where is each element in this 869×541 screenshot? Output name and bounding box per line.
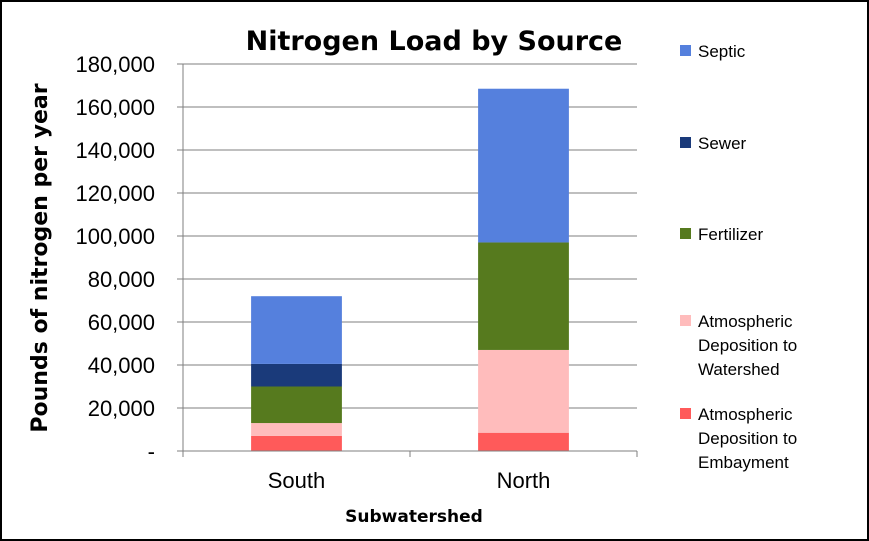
x-tick-labels: South North <box>268 468 551 493</box>
y-tick-label: 160,000 <box>75 95 155 120</box>
bar-segment <box>251 435 342 451</box>
chart-title: Nitrogen Load by Source <box>246 26 623 57</box>
y-tick-label: 20,000 <box>88 396 155 421</box>
bars <box>251 88 569 451</box>
legend-swatch <box>680 408 691 419</box>
y-tick-label: 60,000 <box>88 310 155 335</box>
legend-swatch <box>680 228 691 239</box>
legend-swatch <box>680 137 691 148</box>
legend-swatch <box>680 45 691 56</box>
bar-segment <box>251 296 342 364</box>
y-tick-label: 140,000 <box>75 138 155 163</box>
legend-label: Deposition to <box>698 336 797 355</box>
bar-segment <box>251 423 342 436</box>
y-tick-label: 120,000 <box>75 181 155 206</box>
legend-swatch <box>680 315 691 326</box>
axes <box>182 64 638 457</box>
bar-segment <box>478 432 569 451</box>
y-tick-label: - <box>148 439 155 464</box>
y-tick-labels: - 20,000 40,000 60,000 80,000 100,000 120,000 1… <box>75 52 155 464</box>
legend: Septic Sewer Fertilizer Atmospheric Depositi… <box>680 42 797 472</box>
legend-label: Embayment <box>698 453 789 472</box>
bar-segment <box>478 88 569 243</box>
y-tick-label: 180,000 <box>75 52 155 77</box>
y-tick-label: 40,000 <box>88 353 155 378</box>
x-axis-label: Subwatershed <box>345 507 483 527</box>
legend-label: Atmospheric <box>698 312 793 331</box>
bar-segment <box>478 349 569 433</box>
bar-segment <box>251 363 342 387</box>
legend-label: Septic <box>698 42 746 61</box>
legend-label: Watershed <box>698 360 780 379</box>
bar-segment <box>251 386 342 424</box>
x-tick-label: North <box>497 468 551 493</box>
legend-label: Sewer <box>698 134 747 153</box>
bar-segment <box>478 242 569 350</box>
legend-label: Deposition to <box>698 429 797 448</box>
y-tick-label: 100,000 <box>75 224 155 249</box>
y-axis-label: Pounds of nitrogen per year <box>28 83 53 432</box>
legend-label: Fertilizer <box>698 225 764 244</box>
legend-label: Atmospheric <box>698 405 793 424</box>
x-tick-label: South <box>268 468 326 493</box>
y-tick-label: 80,000 <box>88 267 155 292</box>
